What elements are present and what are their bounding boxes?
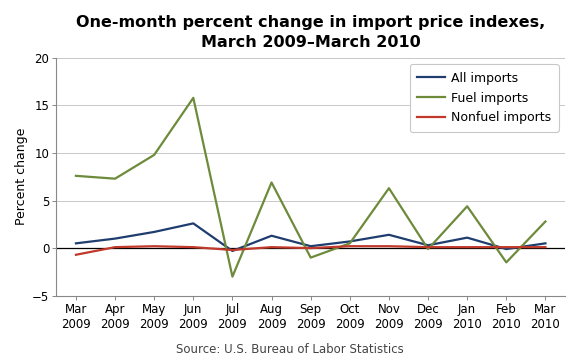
All imports [425, 243, 432, 247]
All imports [386, 233, 393, 237]
Fuel imports [72, 174, 79, 178]
Text: Source: U.S. Bureau of Labor Statistics: Source: U.S. Bureau of Labor Statistics [176, 343, 404, 356]
All imports [268, 234, 275, 238]
Fuel imports [386, 186, 393, 190]
All imports [542, 241, 549, 246]
Nonfuel imports [463, 245, 470, 249]
Fuel imports [229, 274, 236, 279]
All imports [190, 221, 197, 226]
All imports [307, 244, 314, 248]
Line: Fuel imports: Fuel imports [76, 98, 545, 276]
Legend: All imports, Fuel imports, Nonfuel imports: All imports, Fuel imports, Nonfuel impor… [410, 64, 559, 132]
Line: All imports: All imports [76, 224, 545, 251]
Fuel imports [307, 256, 314, 260]
Nonfuel imports [307, 246, 314, 250]
Nonfuel imports [425, 245, 432, 249]
Nonfuel imports [503, 245, 510, 249]
Nonfuel imports [386, 244, 393, 248]
Fuel imports [268, 180, 275, 185]
Nonfuel imports [72, 253, 79, 257]
All imports [72, 241, 79, 246]
Fuel imports [425, 247, 432, 251]
All imports [346, 239, 353, 244]
Nonfuel imports [190, 245, 197, 249]
Fuel imports [151, 153, 158, 157]
All imports [111, 237, 118, 241]
Nonfuel imports [268, 245, 275, 249]
Nonfuel imports [229, 248, 236, 252]
Line: Nonfuel imports: Nonfuel imports [76, 246, 545, 255]
Title: One-month percent change in import price indexes,
March 2009–March 2010: One-month percent change in import price… [76, 15, 545, 50]
Fuel imports [542, 219, 549, 224]
Nonfuel imports [111, 245, 118, 249]
Y-axis label: Percent change: Percent change [15, 128, 28, 225]
Fuel imports [111, 176, 118, 181]
Fuel imports [463, 204, 470, 208]
Fuel imports [346, 241, 353, 246]
All imports [151, 230, 158, 234]
All imports [463, 235, 470, 240]
Fuel imports [190, 96, 197, 100]
Nonfuel imports [346, 244, 353, 248]
All imports [503, 247, 510, 251]
All imports [229, 249, 236, 253]
Nonfuel imports [151, 244, 158, 248]
Fuel imports [503, 260, 510, 265]
Nonfuel imports [542, 245, 549, 249]
